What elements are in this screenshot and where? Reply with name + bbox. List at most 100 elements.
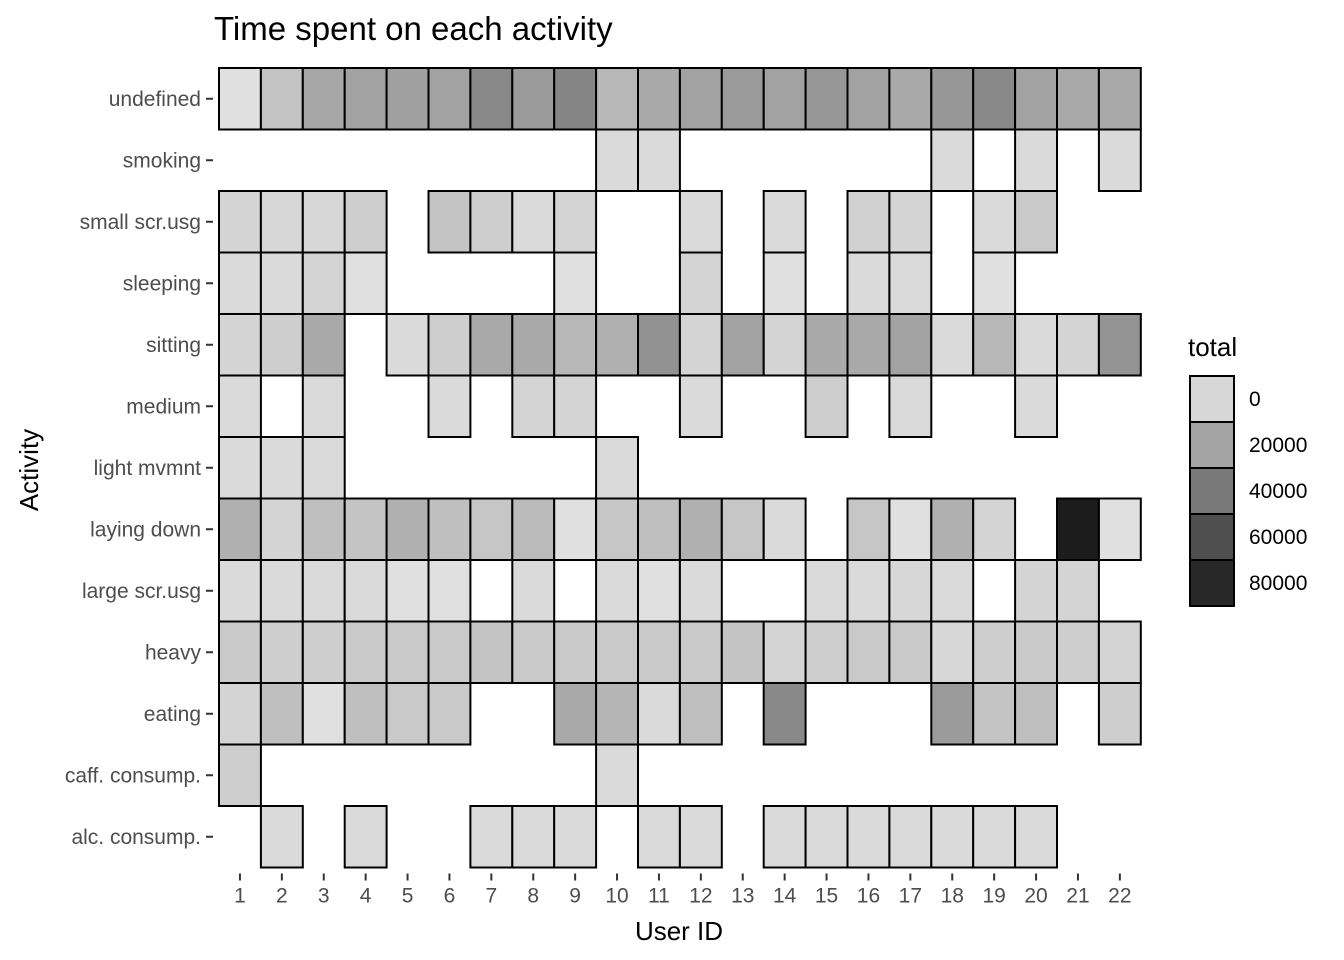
heat-tile (427, 559, 472, 623)
y-axis: undefined smoking small scr.usg sleeping sit… (65, 88, 213, 849)
heat-tile (218, 190, 262, 254)
x-tick-label: 1 (234, 885, 246, 908)
heat-tile (720, 620, 765, 684)
x-tick-label: 17 (899, 885, 922, 908)
heat-tile (1097, 497, 1142, 561)
heat-tile (720, 313, 765, 377)
heat-tile (469, 805, 514, 869)
heat-tile (972, 682, 1017, 746)
heat-tile (678, 620, 723, 684)
heat-tile (930, 559, 975, 623)
heat-tile (259, 682, 304, 746)
heat-tile (595, 682, 639, 746)
heat-tile (888, 190, 933, 254)
heat-tile (218, 251, 262, 315)
x-tick-label: 21 (1066, 885, 1089, 908)
heat-tile (427, 190, 472, 254)
heat-tile (1056, 313, 1100, 377)
heat-tile (846, 559, 891, 623)
y-tick-label: heavy (145, 641, 202, 664)
heat-tile (888, 251, 933, 315)
heat-tile (469, 620, 514, 684)
x-tick-label: 16 (857, 885, 880, 908)
heat-tile (637, 313, 681, 377)
y-tick-label: large scr.usg (82, 580, 201, 603)
y-tick-label: sleeping (123, 272, 201, 295)
x-tick-label: 6 (444, 885, 456, 908)
heat-tile (972, 497, 1017, 561)
heat-tile (385, 313, 430, 377)
heat-tile (888, 620, 933, 684)
heat-tile (218, 559, 262, 623)
heat-tile (1056, 497, 1100, 561)
heat-tile (930, 682, 975, 746)
legend-label: 0 (1249, 388, 1261, 411)
heat-tile (511, 190, 556, 254)
heat-tile (511, 67, 556, 131)
y-tick-label: smoking (123, 149, 201, 172)
heat-tile (1014, 682, 1058, 746)
heat-tile (301, 190, 346, 254)
y-tick-label: sitting (146, 334, 201, 357)
heat-tile (637, 559, 681, 623)
heat-tile (972, 251, 1017, 315)
heat-tile (595, 743, 639, 807)
heat-tile (678, 559, 723, 623)
heat-tile (553, 497, 598, 561)
y-tick-label: eating (144, 703, 201, 726)
heat-tile (469, 190, 514, 254)
x-tick-label: 5 (402, 885, 414, 908)
x-tick-label: 22 (1108, 885, 1131, 908)
heat-tile (469, 497, 514, 561)
heat-tile (218, 620, 262, 684)
heat-tile (343, 67, 388, 131)
heat-tile (846, 497, 891, 561)
heat-tile (511, 374, 556, 438)
heat-tile (846, 67, 891, 131)
x-tick-label: 11 (648, 885, 670, 908)
heat-tile (469, 313, 514, 377)
heat-tile (259, 497, 304, 561)
y-tick-label: laying down (90, 518, 201, 541)
heat-tile (1097, 128, 1142, 192)
heat-tile (301, 374, 346, 438)
heat-tile (218, 313, 262, 377)
heat-tile (762, 620, 807, 684)
heat-tile (385, 67, 430, 131)
tiles-layer (218, 67, 1142, 869)
heat-tile (1097, 67, 1142, 131)
heat-tile (385, 559, 430, 623)
heat-tile (678, 313, 723, 377)
heat-tile (1056, 620, 1100, 684)
heat-tile (1014, 620, 1058, 684)
heat-tile (637, 805, 681, 869)
heat-tile (343, 190, 388, 254)
heat-tile (301, 559, 346, 623)
heat-tile (1056, 559, 1100, 623)
heat-tile (511, 805, 556, 869)
heat-tile (301, 436, 346, 500)
heat-tile (259, 620, 304, 684)
heat-tile (972, 620, 1017, 684)
heat-tile (259, 313, 304, 377)
legend-label: 80000 (1249, 572, 1307, 595)
heat-tile (301, 251, 346, 315)
heat-tile (930, 67, 975, 131)
heat-tile (218, 67, 262, 131)
y-tick-label: light mvmnt (94, 457, 202, 480)
heat-tile (804, 67, 849, 131)
heat-tile (385, 620, 430, 684)
heat-tile (804, 620, 849, 684)
heat-tile (595, 67, 639, 131)
heat-tile (553, 374, 598, 438)
y-tick-label: alc. consump. (71, 826, 201, 849)
heat-tile (637, 497, 681, 561)
legend-key (1189, 559, 1235, 607)
heat-tile (678, 805, 723, 869)
heat-tile (553, 67, 598, 131)
legend-label: 60000 (1249, 526, 1307, 549)
chart-title: Time spent on each activity (214, 10, 613, 47)
heat-tile (259, 805, 304, 869)
heat-tile (427, 620, 472, 684)
heat-tile (888, 313, 933, 377)
